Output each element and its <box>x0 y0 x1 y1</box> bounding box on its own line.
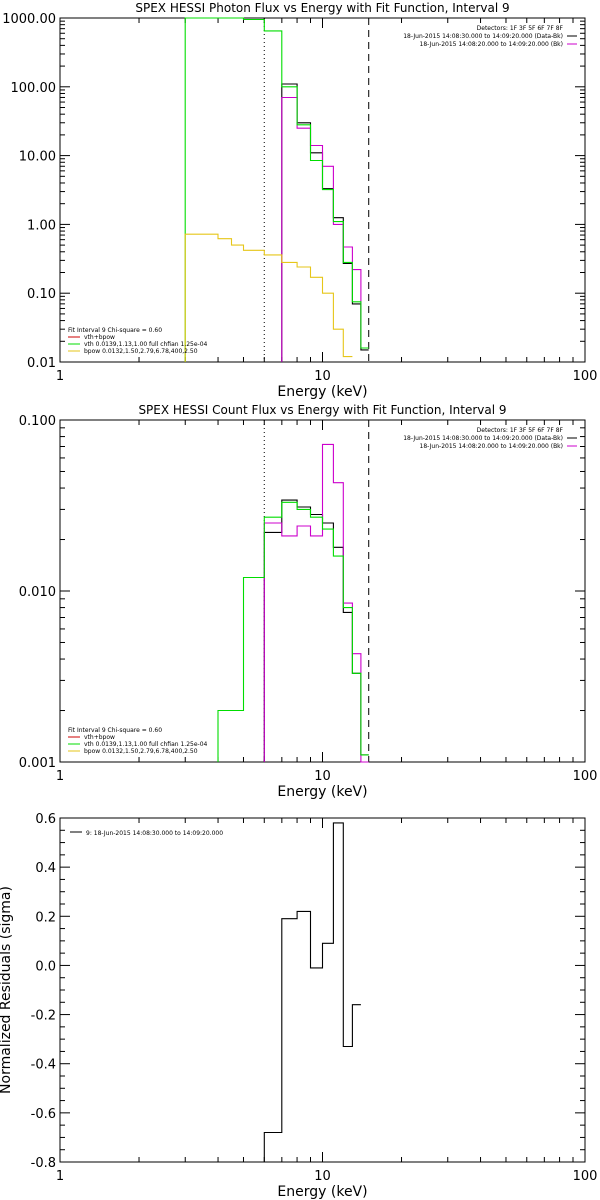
series-total-line <box>263 443 369 763</box>
x-tick-label: 1 <box>56 369 64 384</box>
legend-bottom-entry: vth 0.0139,1.13,1.00 full chfian 1.25e-0… <box>84 341 208 348</box>
x-tick-label: 1 <box>56 1169 64 1184</box>
y-tick-label: 1000.00 <box>2 12 56 27</box>
axes-frame <box>59 817 586 1163</box>
y-tick-label: 100.00 <box>11 81 57 96</box>
legend-bottom-entry: vth+bpow <box>84 734 115 741</box>
y-tick-label: 0.100 <box>19 414 56 429</box>
series-total-line <box>281 96 369 362</box>
x-axis-label: Energy (keV) <box>277 384 367 400</box>
x-tick-label: 10 <box>314 369 331 384</box>
legend-top-line: Detectors: 1F 3F 5F 6F 7F 8F <box>477 25 564 32</box>
legend-bottom-entry: vth+bpow <box>84 334 115 341</box>
series-vth-line <box>217 501 369 762</box>
y-tick-label: 0.01 <box>27 356 56 371</box>
y-tick-label: 10.00 <box>19 150 56 165</box>
y-tick-label: 0.010 <box>19 585 56 600</box>
y-tick-label: -0.6 <box>31 1107 56 1122</box>
legend-bottom-header: Fit Interval 9 Chi-square = 0.60 <box>68 327 162 334</box>
legend-top-line: 18-Jun-2015 14:08:20.000 to 14:09:20.000… <box>420 443 563 450</box>
legend-top-line: 18-Jun-2015 14:08:20.000 to 14:09:20.000… <box>420 41 563 48</box>
legend-top-line: 18-Jun-2015 14:08:30.000 to 14:09:20.000… <box>403 33 563 40</box>
legend-bottom-entry: bpow 0.0132,1.50,2.79,6.78,400,2.50 <box>84 748 198 755</box>
x-tick-label: 10 <box>314 1169 331 1184</box>
y-tick-label: 1.00 <box>27 218 56 233</box>
x-tick-label: 100 <box>573 369 598 384</box>
x-axis-label: Energy (keV) <box>277 1184 367 1200</box>
y-axis-label: Normalized Residuals (sigma) <box>0 886 14 1094</box>
y-tick-label: 0.0 <box>35 959 56 974</box>
chart-title: SPEX HESSI Photon Flux vs Energy with Fi… <box>135 1 509 15</box>
y-tick-label: -0.4 <box>31 1058 56 1073</box>
series-data-line <box>263 822 361 1162</box>
legend-bottom-entry: bpow 0.0132,1.50,2.79,6.78,400,2.50 <box>84 348 198 355</box>
legend-top-line: 18-Jun-2015 14:08:30.000 to 14:09:20.000… <box>403 435 563 442</box>
legend-top-line: Detectors: 1F 3F 5F 6F 7F 8F <box>477 427 564 434</box>
series-data-line <box>281 83 369 362</box>
series-bpow-line <box>184 233 353 362</box>
series-vth-line <box>184 17 369 362</box>
y-tick-label: -0.8 <box>31 1156 56 1171</box>
y-tick-label: 0.001 <box>19 756 56 771</box>
chart-panel-1: SPEX HESSI Photon Flux vs Energy with Fi… <box>2 1 597 400</box>
chart-panel-2: SPEX HESSI Count Flux vs Energy with Fit… <box>19 403 598 800</box>
x-axis-label: Energy (keV) <box>277 784 367 800</box>
x-tick-label: 100 <box>573 1169 598 1184</box>
x-tick-label: 100 <box>573 769 598 784</box>
legend-top-line: 9: 18-Jun-2015 14:08:30.000 to 14:09:20.… <box>86 830 223 837</box>
legend-bottom-header: Fit Interval 9 Chi-square = 0.60 <box>68 727 162 734</box>
y-tick-label: 0.10 <box>27 287 56 302</box>
series-data-line <box>263 499 369 762</box>
chart-title: SPEX HESSI Count Flux vs Energy with Fit… <box>138 403 506 417</box>
x-tick-label: 10 <box>314 769 331 784</box>
y-tick-label: 0.6 <box>35 812 56 827</box>
y-tick-label: 0.4 <box>35 861 56 876</box>
legend-bottom-entry: vth 0.0139,1.13,1.00 full chfian 1.25e-0… <box>84 741 208 748</box>
y-tick-label: 0.2 <box>35 910 56 925</box>
x-tick-label: 1 <box>56 769 64 784</box>
chart-panel-3: 1 10 100 Energy (keV) -0.8 -0.6 -0.4 -0.2 0.0 0.2… <box>0 812 597 1200</box>
y-tick-label: -0.2 <box>31 1009 56 1024</box>
